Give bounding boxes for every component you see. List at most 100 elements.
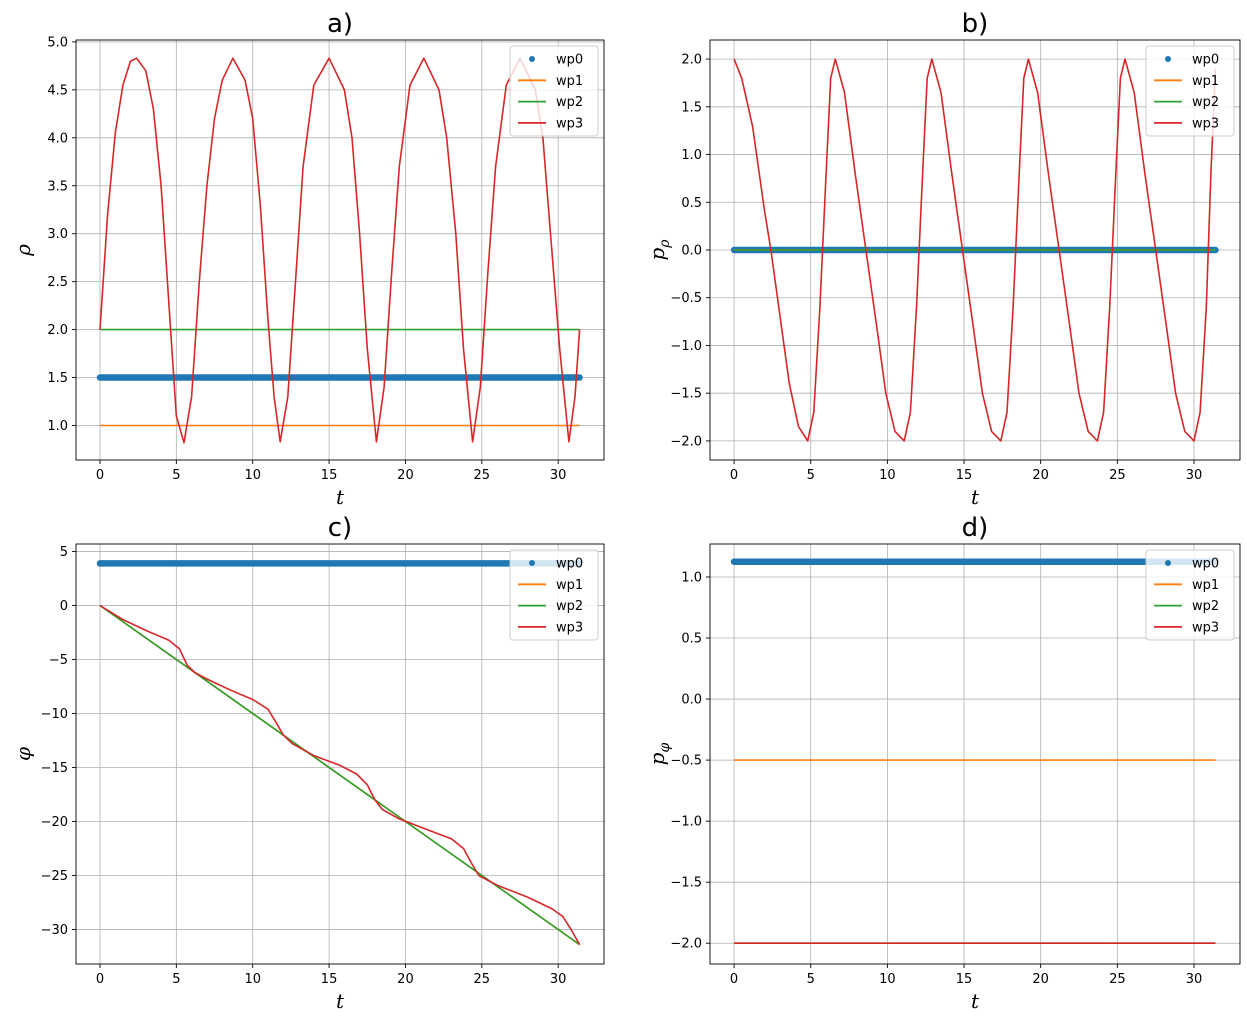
panel-b: 0 5 10 15 20 25 30 −2.0 −1.5 −1.0 −0.5 0.0 0.5 1.0 1.5… bbox=[645, 9, 1241, 509]
y-tick-label: 2.0 bbox=[681, 53, 702, 68]
x-tick-label: 25 bbox=[1109, 972, 1126, 987]
legend-marker-wp0 bbox=[1165, 560, 1171, 566]
y-tick-label: 4.5 bbox=[47, 83, 68, 98]
y-tick-label: −30 bbox=[41, 923, 68, 938]
y-axis-label: pρ bbox=[645, 239, 673, 261]
legend-label-wp1: wp1 bbox=[1192, 74, 1219, 89]
x-tick-label: 5 bbox=[807, 468, 815, 483]
y-tick-label: 1.0 bbox=[47, 419, 68, 434]
legend-label-wp2: wp2 bbox=[1192, 599, 1219, 614]
y-tick-label: 5.0 bbox=[47, 35, 68, 50]
y-tick-label: −10 bbox=[41, 707, 68, 722]
y-tick-label: −2.0 bbox=[670, 937, 702, 952]
legend-label-wp0: wp0 bbox=[1192, 557, 1219, 572]
legend-box bbox=[1145, 45, 1235, 137]
x-tick-label: 10 bbox=[244, 468, 261, 483]
y-tick-label: 0 bbox=[60, 599, 68, 614]
x-tick-label: 5 bbox=[172, 468, 180, 483]
panel-d: 0 5 10 15 20 25 30 −2.0 −1.5 −1.0 −0.5 0.0 0.5 1.0 d) t… bbox=[645, 513, 1241, 1013]
legend-label-wp0: wp0 bbox=[1192, 53, 1219, 68]
y-axis-label: φ bbox=[11, 747, 35, 761]
y-axis-label: ρ bbox=[11, 244, 35, 257]
legend-box bbox=[1145, 549, 1235, 641]
x-tick-label: 10 bbox=[879, 468, 896, 483]
panel-title: c) bbox=[328, 513, 352, 543]
legend-marker-wp0 bbox=[1165, 56, 1171, 62]
legend-marker-wp0 bbox=[529, 560, 535, 566]
legend: wp0 wp1 wp2 wp3 bbox=[509, 45, 599, 137]
y-tick-label: 1.0 bbox=[681, 148, 702, 163]
x-tick-label: 15 bbox=[956, 972, 973, 987]
y-tick-label: 0.0 bbox=[681, 244, 702, 259]
series-wp3-line bbox=[99, 57, 581, 444]
x-tick-label: 25 bbox=[474, 468, 491, 483]
x-tick-label: 5 bbox=[807, 972, 815, 987]
y-tick-label: −1.5 bbox=[670, 876, 702, 891]
x-tick-label: 25 bbox=[474, 972, 491, 987]
x-axis-label: t bbox=[336, 989, 345, 1013]
legend-label-wp0: wp0 bbox=[556, 557, 583, 572]
x-tick-label: 0 bbox=[730, 972, 738, 987]
panel-title: b) bbox=[962, 9, 989, 39]
y-tick-label: 1.5 bbox=[681, 100, 702, 115]
x-tick-label: 20 bbox=[397, 468, 414, 483]
series-wp3-line bbox=[733, 58, 1217, 442]
panel-title: a) bbox=[327, 9, 353, 39]
panel-title: d) bbox=[962, 513, 989, 543]
legend-marker-wp0 bbox=[529, 56, 535, 62]
x-tick-label: 10 bbox=[879, 972, 896, 987]
axes-frame bbox=[709, 543, 1241, 965]
legend-label-wp3: wp3 bbox=[1192, 116, 1219, 131]
y-tick-label: 3.5 bbox=[47, 179, 68, 194]
panel-a: 0 5 10 15 20 25 30 1.0 1.5 2.0 2.5 3.0 3.5 4.0 4.5 5.0 a… bbox=[11, 9, 605, 509]
plot-area bbox=[730, 558, 1219, 945]
legend-label-wp3: wp3 bbox=[1192, 620, 1219, 635]
legend: wp0 wp1 wp2 wp3 bbox=[1145, 45, 1235, 137]
x-axis-label: t bbox=[971, 989, 980, 1013]
plot-area bbox=[96, 560, 583, 946]
legend-label-wp1: wp1 bbox=[556, 74, 583, 89]
x-tick-label: 30 bbox=[1186, 468, 1203, 483]
series-wp3-line bbox=[99, 604, 581, 945]
y-tick-label: 1.5 bbox=[47, 371, 68, 386]
x-tick-label: 5 bbox=[172, 972, 180, 987]
legend-box bbox=[509, 45, 599, 137]
x-tick-label: 15 bbox=[321, 972, 338, 987]
legend-label-wp2: wp2 bbox=[556, 95, 583, 110]
axes-frame bbox=[75, 39, 605, 461]
legend-label-wp2: wp2 bbox=[556, 599, 583, 614]
y-tick-label: −0.5 bbox=[670, 754, 702, 769]
x-tick-label: 20 bbox=[1032, 468, 1049, 483]
y-tick-label: 0.5 bbox=[681, 632, 702, 647]
x-tick-label: 10 bbox=[244, 972, 261, 987]
x-tick-label: 0 bbox=[96, 468, 104, 483]
y-tick-label: 3.0 bbox=[47, 227, 68, 242]
legend-label-wp3: wp3 bbox=[556, 620, 583, 635]
x-tick-label: 15 bbox=[956, 468, 973, 483]
x-tick-label: 30 bbox=[1186, 972, 1203, 987]
legend-box bbox=[509, 549, 599, 641]
legend-label-wp1: wp1 bbox=[1192, 578, 1219, 593]
y-tick-label: 5 bbox=[60, 545, 68, 560]
y-tick-label: 2.0 bbox=[47, 323, 68, 338]
y-tick-label: −25 bbox=[41, 869, 68, 884]
x-tick-label: 30 bbox=[550, 468, 567, 483]
y-tick-label: 0.0 bbox=[681, 693, 702, 708]
series-wp2-line bbox=[99, 604, 581, 946]
y-axis-label: pφ bbox=[645, 743, 673, 766]
y-tick-label: −20 bbox=[41, 815, 68, 830]
y-tick-label: −1.0 bbox=[670, 339, 702, 354]
y-tick-label: −5 bbox=[49, 653, 68, 668]
y-tick-label: 2.5 bbox=[47, 275, 68, 290]
x-tick-label: 20 bbox=[1032, 972, 1049, 987]
y-tick-label: 0.5 bbox=[681, 196, 702, 211]
y-tick-label: 4.0 bbox=[47, 131, 68, 146]
legend-label-wp2: wp2 bbox=[1192, 95, 1219, 110]
x-tick-label: 25 bbox=[1109, 468, 1126, 483]
y-tick-label: −15 bbox=[41, 761, 68, 776]
y-tick-label: −0.5 bbox=[670, 291, 702, 306]
x-tick-label: 30 bbox=[550, 972, 567, 987]
plot-area bbox=[730, 58, 1219, 442]
legend-label-wp0: wp0 bbox=[556, 53, 583, 68]
